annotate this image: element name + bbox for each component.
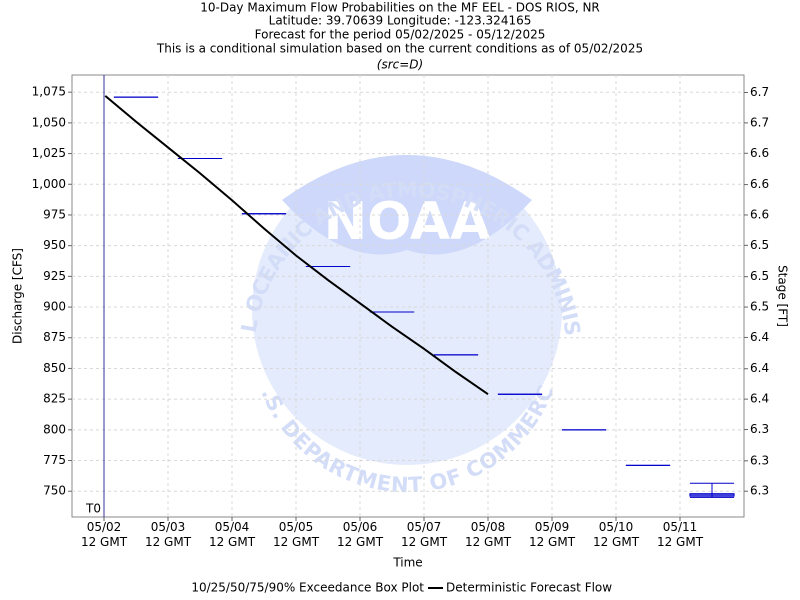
y-tick-label: 800: [43, 422, 66, 436]
t0-label: T0: [85, 502, 101, 516]
subtitle: This is a conditional simulation based o…: [156, 42, 643, 56]
x-tick-label: 05/09 12 GMT: [528, 520, 576, 549]
x-tick-label: 05/11 12 GMT: [656, 520, 704, 549]
x-tick-label: 05/05 12 GMT: [272, 520, 320, 549]
y2-tick-label: 6.6: [750, 146, 769, 160]
y2-tick-label: 6.3: [750, 422, 769, 436]
y-tick-label: 750: [43, 484, 66, 498]
plot-frame: [71, 74, 745, 518]
y2-tick-label: 6.5: [750, 238, 769, 252]
y-axis-label: Discharge [CFS]: [11, 248, 25, 344]
x-tick-label: 05/08 12 GMT: [464, 520, 512, 549]
watermark-center: NOAA: [324, 192, 491, 252]
forecast-line: [104, 95, 489, 396]
y-tick-label: 975: [43, 207, 66, 221]
x-tick-label: 05/02 12 GMT: [80, 520, 128, 549]
y-tick-label: 1,075: [32, 85, 66, 99]
y-tick-label: 1,000: [32, 177, 66, 191]
chart-title: 10-Day Maximum Flow Probabilities on the…: [200, 1, 600, 15]
y2-tick-label: 6.5: [750, 269, 769, 283]
y2-tick-label: 6.4: [750, 392, 769, 406]
subtitle: Latitude: 39.70639 Longitude: -123.32416…: [269, 14, 532, 28]
x-tick-label: 05/10 12 GMT: [592, 520, 640, 549]
y-tick-label: 875: [43, 330, 66, 344]
y2-tick-label: 6.7: [750, 85, 769, 99]
y2-tick-label: 6.6: [750, 177, 769, 191]
x-tick-label: 05/04 12 GMT: [208, 520, 256, 549]
y-tick-label: 1,025: [32, 146, 66, 160]
y-tick-label: 950: [43, 238, 66, 252]
y-tick-label: 825: [43, 392, 66, 406]
subtitle: Forecast for the period 05/02/2025 - 05/…: [255, 28, 546, 42]
y2-tick-label: 6.4: [750, 330, 769, 344]
x-tick-label: 05/07 12 GMT: [400, 520, 448, 549]
y2-tick-label: 6.3: [750, 484, 769, 498]
y2-axis-label: Stage [FT]: [776, 265, 790, 327]
y2-tick-label: 6.5: [750, 300, 769, 314]
y-tick-label: 925: [43, 269, 66, 283]
y-tick-label: 1,050: [32, 115, 66, 129]
x-axis-label: Time: [392, 556, 422, 570]
y-tick-label: 850: [43, 361, 66, 375]
legend-label: Deterministic Forecast Flow: [446, 581, 612, 595]
x-tick-label: 05/06 12 GMT: [336, 520, 384, 549]
y2-tick-label: 6.7: [750, 115, 769, 129]
legend-label: 10/25/50/75/90% Exceedance Box Plot: [191, 581, 424, 595]
y-tick-label: 775: [43, 453, 66, 467]
y-tick-label: 900: [43, 300, 66, 314]
y2-tick-label: 6.6: [750, 207, 769, 221]
x-tick-label: 05/03 12 GMT: [144, 520, 192, 549]
y2-tick-label: 6.3: [750, 453, 769, 467]
y2-tick-label: 6.4: [750, 361, 769, 375]
subtitle: (src=D): [377, 58, 423, 72]
watermark-bird: [282, 155, 532, 255]
